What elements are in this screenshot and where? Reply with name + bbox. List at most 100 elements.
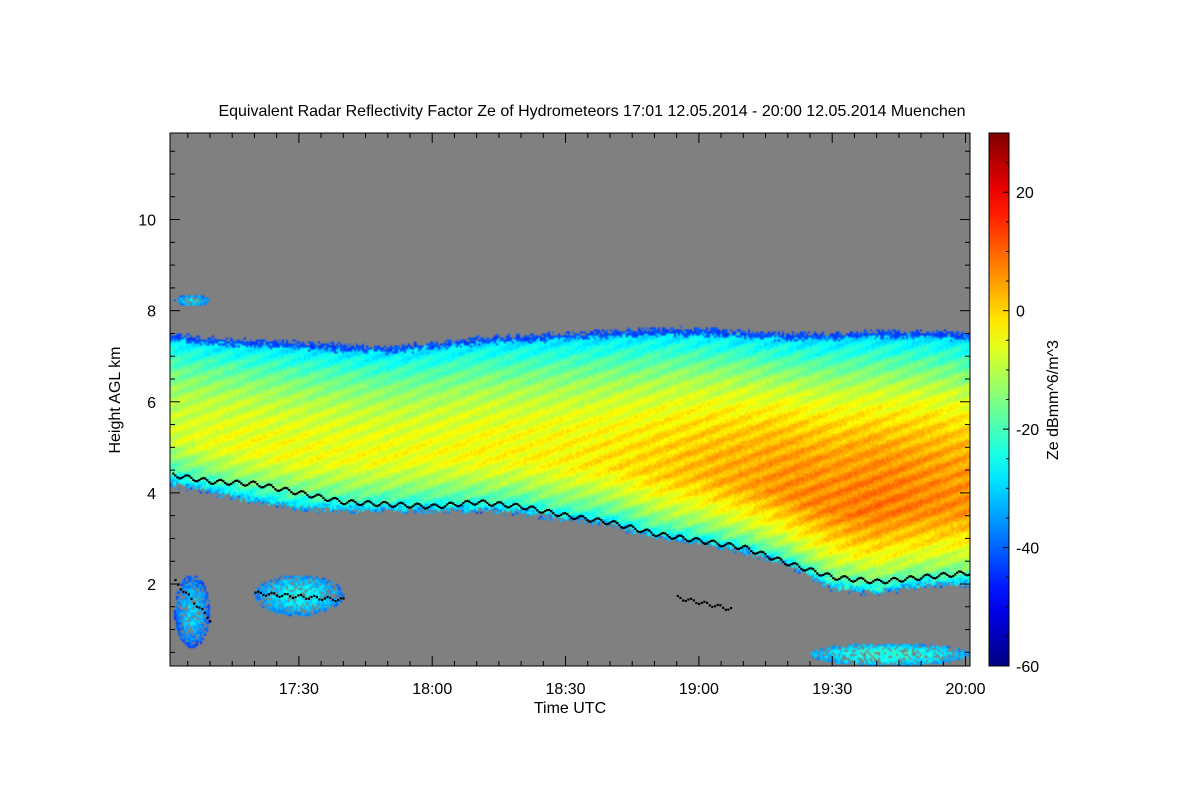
- cloud-base-mark: [496, 501, 499, 504]
- cloud-base-mark: [174, 474, 177, 477]
- colorbar: -60 -40 -20 0 20 Ze dBmm^6/m^3: [988, 132, 1062, 676]
- cloud-base-mark: [212, 482, 215, 485]
- cloud-base-mark: [558, 514, 561, 517]
- x-tick-label: 18:00: [412, 681, 452, 698]
- cloud-base-mark: [594, 518, 597, 521]
- cloud-base-mark: [350, 499, 353, 502]
- cloud-base-mark: [458, 505, 461, 508]
- cloud-base-mark: [206, 479, 209, 482]
- cloud-base-mark: [858, 577, 861, 580]
- cloud-base-mark: [666, 534, 669, 537]
- plot-frame: [169, 132, 971, 667]
- cloud-base-mark: [270, 484, 273, 487]
- cloud-base-mark: [188, 475, 191, 478]
- cloud-base-mark: [878, 578, 881, 581]
- cloud-base-mark: [750, 550, 753, 553]
- cloud-base-mark: [532, 505, 535, 508]
- cloud-base-mark: [297, 594, 300, 597]
- cloud-base-mark: [936, 576, 939, 579]
- cloud-base-mark: [306, 493, 309, 497]
- cloud-base-mark: [408, 506, 411, 509]
- cloud-base-mark: [808, 567, 811, 570]
- cloud-base-mark: [778, 556, 781, 559]
- cloud-base-mark: [234, 479, 237, 483]
- cloud-base-mark: [882, 581, 885, 584]
- colorbar-tick-label: 20: [1016, 185, 1034, 202]
- cloud-base-mark: [926, 573, 929, 576]
- cloud-base-mark: [315, 596, 318, 599]
- cloud-base-mark: [228, 483, 231, 486]
- cloud-base-mark: [734, 546, 737, 549]
- cloud-base-mark: [368, 500, 371, 503]
- cloud-base-mark: [618, 524, 621, 527]
- cloud-base-mark: [662, 531, 665, 535]
- cloud-base-mark: [934, 577, 937, 580]
- cloud-base-mark: [966, 574, 969, 577]
- cloud-base-mark: [346, 501, 349, 504]
- cloud-base-mark: [414, 503, 417, 506]
- cloud-base-mark: [922, 575, 925, 578]
- cloud-base-mark: [760, 550, 763, 553]
- cloud-base-mark: [695, 601, 698, 605]
- cloud-base-mark: [376, 504, 379, 508]
- cloud-base-mark: [568, 514, 571, 518]
- x-axis-label: Time UTC: [534, 700, 606, 717]
- cloud-base-mark: [200, 477, 203, 480]
- cloud-base-mark: [508, 506, 511, 509]
- cloud-base-mark: [703, 600, 706, 603]
- cloud-base-mark: [302, 595, 305, 598]
- cloud-base-mark: [278, 489, 281, 492]
- cloud-base-mark: [466, 499, 469, 502]
- cloud-base-mark: [528, 506, 531, 509]
- cloud-base-mark: [640, 530, 643, 534]
- cloud-base-mark: [944, 572, 947, 575]
- cloud-base-mark: [404, 504, 407, 507]
- cloud-base-mark: [538, 511, 541, 514]
- cloud-base-mark: [342, 597, 345, 600]
- reflectivity-field: [170, 133, 970, 666]
- cloud-base-mark: [300, 490, 303, 493]
- cloud-base-mark: [782, 560, 785, 563]
- cloud-base-mark: [686, 539, 689, 542]
- cloud-base-mark: [790, 563, 793, 566]
- y-tick-label: 10: [138, 213, 156, 230]
- cloud-base-mark: [526, 507, 529, 510]
- cloud-base-mark: [676, 535, 679, 538]
- cloud-base-mark: [742, 545, 745, 548]
- cloud-base-mark: [291, 596, 294, 599]
- cloud-base-mark: [932, 576, 935, 580]
- cloud-base-mark: [313, 594, 316, 597]
- cloud-base-mark: [220, 478, 223, 482]
- cloud-base-mark: [410, 506, 413, 509]
- cloud-base-mark: [727, 608, 730, 611]
- cloud-base-mark: [794, 562, 797, 565]
- cloud-base-mark: [560, 513, 563, 516]
- cloud-base-mark: [504, 505, 507, 508]
- cloud-base-mark: [856, 578, 859, 581]
- cloud-base-mark: [852, 580, 855, 583]
- cloud-base-mark: [612, 520, 615, 523]
- cloud-base-mark: [752, 551, 755, 555]
- cloud-base-mark: [384, 500, 387, 504]
- cloud-base-mark: [756, 552, 759, 555]
- cloud-base-mark: [258, 485, 261, 488]
- cloud-base-mark: [298, 491, 301, 494]
- cloud-base-mark: [254, 481, 257, 484]
- x-tick-label: 17:30: [279, 681, 319, 698]
- cloud-base-mark: [448, 501, 451, 504]
- cloud-base-mark: [876, 578, 879, 581]
- cloud-base-mark: [502, 503, 505, 506]
- cloud-base-mark: [902, 580, 905, 583]
- cloud-base-mark: [730, 607, 733, 610]
- cloud-base-mark: [331, 598, 334, 602]
- cloud-base-mark: [274, 488, 277, 491]
- cloud-base-mark: [708, 541, 711, 544]
- cloud-base-mark: [184, 474, 187, 477]
- cloud-base-mark: [224, 481, 227, 485]
- cloud-base-mark: [634, 527, 637, 530]
- cloud-base-mark: [914, 577, 917, 580]
- cloud-base-mark: [412, 504, 415, 507]
- cloud-base-mark: [696, 537, 699, 540]
- cloud-base-mark: [358, 503, 361, 507]
- cloud-base-mark: [512, 503, 515, 506]
